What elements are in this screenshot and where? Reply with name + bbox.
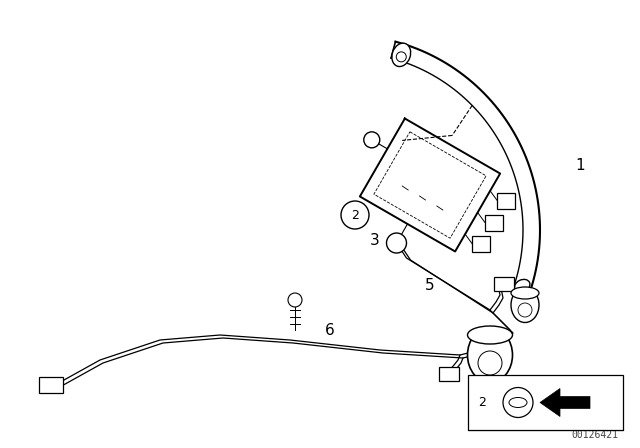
- Ellipse shape: [467, 327, 513, 383]
- FancyBboxPatch shape: [485, 215, 503, 231]
- Text: 1: 1: [575, 158, 585, 172]
- FancyBboxPatch shape: [494, 277, 514, 291]
- FancyBboxPatch shape: [497, 193, 515, 209]
- Circle shape: [518, 303, 532, 317]
- FancyBboxPatch shape: [472, 236, 490, 252]
- Circle shape: [396, 52, 406, 62]
- Text: 00126421: 00126421: [572, 430, 618, 440]
- Circle shape: [341, 201, 369, 229]
- Polygon shape: [540, 388, 590, 417]
- Circle shape: [387, 233, 406, 253]
- Ellipse shape: [467, 326, 513, 344]
- Circle shape: [478, 351, 502, 375]
- Text: 4: 4: [485, 392, 495, 408]
- Text: 3: 3: [370, 233, 380, 247]
- Ellipse shape: [509, 397, 527, 408]
- FancyBboxPatch shape: [439, 367, 459, 381]
- Text: 6: 6: [325, 323, 335, 337]
- Circle shape: [288, 293, 302, 307]
- FancyBboxPatch shape: [39, 377, 63, 393]
- Text: 2: 2: [478, 396, 486, 409]
- Ellipse shape: [515, 280, 530, 292]
- Ellipse shape: [511, 287, 539, 299]
- Ellipse shape: [503, 388, 533, 418]
- Ellipse shape: [511, 288, 539, 323]
- Ellipse shape: [392, 43, 411, 67]
- Text: 2: 2: [351, 208, 359, 221]
- FancyBboxPatch shape: [468, 375, 623, 430]
- Text: 5: 5: [425, 277, 435, 293]
- Circle shape: [364, 132, 380, 148]
